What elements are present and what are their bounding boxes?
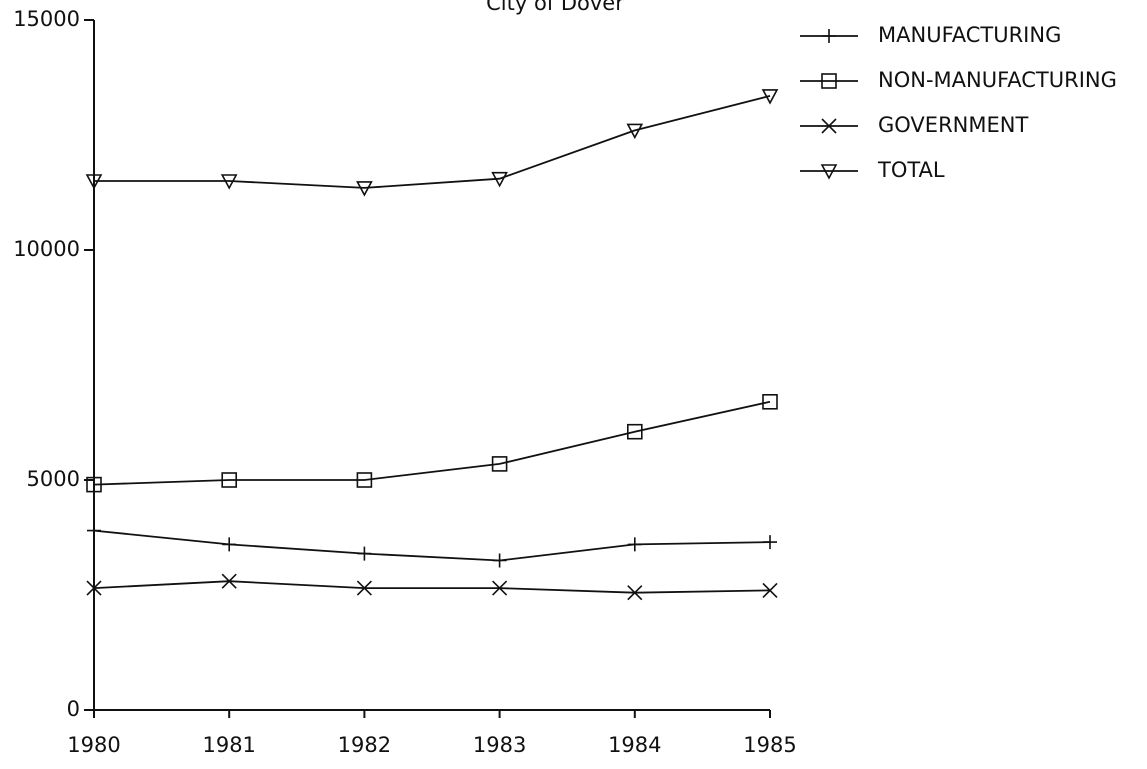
y-tick-label: 15000 [13, 7, 80, 31]
data-point [761, 89, 779, 105]
legend-label: MANUFACTURING [878, 23, 1061, 47]
legend-marker [821, 73, 837, 89]
series-line [94, 95, 771, 189]
data-point [763, 535, 777, 550]
legend-label: TOTAL [877, 158, 945, 182]
legend-label: NON-MANUFACTURING [878, 68, 1117, 92]
series-line [93, 529, 771, 562]
legend-label: GOVERNMENT [878, 113, 1028, 137]
chart-title: City of Dover [486, 0, 624, 15]
legend-marker [822, 29, 836, 43]
data-point [220, 174, 238, 190]
data-point [492, 553, 507, 568]
data-point [627, 585, 643, 601]
data-point [85, 174, 103, 190]
data-point [357, 546, 372, 561]
y-tick-label: 10000 [13, 237, 80, 261]
data-point [86, 580, 102, 596]
x-tick-label: 1983 [473, 733, 526, 757]
y-tick-label: 5000 [27, 467, 80, 491]
series-line [93, 580, 771, 594]
data-point [626, 423, 643, 440]
y-tick-label: 0 [67, 697, 80, 721]
data-point [356, 580, 372, 596]
x-tick-label: 1981 [202, 733, 255, 757]
x-tick-label: 1980 [67, 733, 120, 757]
data-point [356, 472, 373, 488]
data-point [221, 573, 237, 589]
data-point [762, 393, 778, 410]
series-line [93, 400, 771, 486]
data-point [222, 537, 237, 552]
x-tick-label: 1984 [608, 733, 661, 757]
data-point [87, 523, 101, 538]
data-point [626, 123, 644, 140]
data-point [356, 181, 373, 197]
x-tick-label: 1985 [743, 733, 796, 757]
data-point [492, 580, 508, 596]
legend-marker [821, 118, 837, 134]
legend-marker [820, 164, 838, 180]
data-point [762, 582, 778, 598]
data-point [221, 472, 237, 488]
data-point [491, 456, 508, 472]
data-point [491, 171, 508, 188]
x-tick-label: 1982 [338, 733, 391, 757]
data-point [86, 476, 102, 493]
data-point [627, 537, 642, 552]
